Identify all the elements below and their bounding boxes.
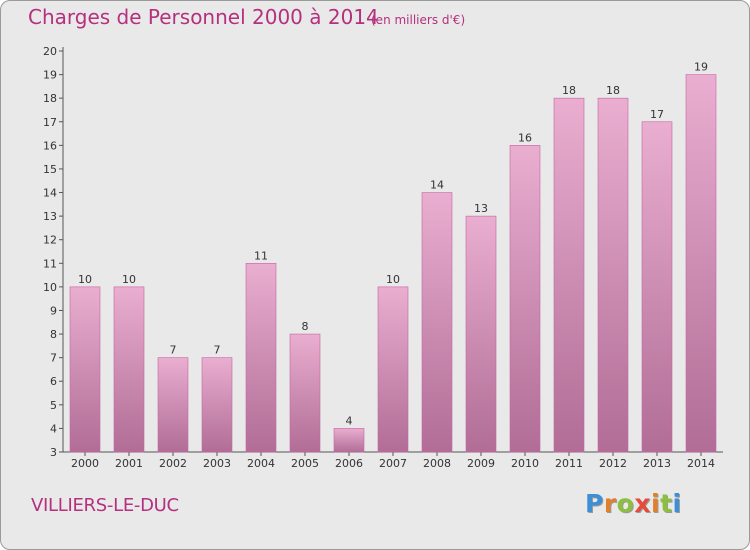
x-tick-label: 2014: [687, 457, 715, 470]
y-tick-label: 13: [43, 210, 57, 223]
x-tick-label: 2001: [115, 457, 143, 470]
chart-labels: 2000 10 2001 10 2002 7 2003 7 2004 11 2005 8 2006 4 20…: [71, 61, 715, 470]
x-tick-label: 2004: [247, 457, 275, 470]
y-tick-label: 11: [43, 257, 57, 270]
x-tick-label: 2008: [423, 457, 451, 470]
data-label: 7: [214, 344, 221, 357]
x-tick-label: 2003: [203, 457, 231, 470]
bar: [553, 97, 585, 453]
chart-subtitle: (en milliers d'€): [371, 13, 466, 27]
chart-title: Charges de Personnel 2000 à 2014: [28, 5, 379, 29]
bar: [289, 333, 321, 453]
bar: [201, 357, 233, 453]
y-tick-label: 10: [43, 281, 57, 294]
y-tick-label: 18: [43, 92, 57, 105]
data-label: 18: [562, 84, 576, 97]
y-tick-label: 9: [50, 304, 57, 317]
bar: [685, 74, 717, 453]
y-tick-label: 4: [50, 422, 57, 435]
bar: [597, 97, 629, 453]
bar: [157, 357, 189, 453]
data-label: 17: [650, 108, 664, 121]
bar: [509, 145, 541, 453]
y-tick-label: 5: [50, 399, 57, 412]
data-label: 4: [346, 414, 353, 427]
data-label: 16: [518, 131, 532, 144]
x-tick-label: 2012: [599, 457, 627, 470]
x-tick-label: 2007: [379, 457, 407, 470]
x-tick-label: 2005: [291, 457, 319, 470]
x-tick-label: 2000: [71, 457, 99, 470]
y-tick-label: 8: [50, 328, 57, 341]
bar: [465, 215, 497, 453]
data-label: 19: [694, 61, 708, 74]
bar: [333, 428, 365, 453]
y-tick-label: 15: [43, 163, 57, 176]
data-label: 7: [170, 344, 177, 357]
bar: [69, 286, 101, 453]
data-label: 18: [606, 84, 620, 97]
x-tick-label: 2006: [335, 457, 363, 470]
y-tick-label: 19: [43, 69, 57, 82]
data-label: 10: [386, 273, 400, 286]
data-label: 11: [254, 249, 268, 262]
x-tick-label: 2002: [159, 457, 187, 470]
data-label: 10: [122, 273, 136, 286]
x-tick-label: 2013: [643, 457, 671, 470]
data-label: 8: [302, 320, 309, 333]
bar: [377, 286, 409, 453]
chart-bars: [69, 74, 717, 453]
bar: [641, 121, 673, 453]
x-tick-label: 2009: [467, 457, 495, 470]
data-label: 10: [78, 273, 92, 286]
x-tick-label: 2011: [555, 457, 583, 470]
y-tick-label: 17: [43, 116, 57, 129]
y-tick-label: 6: [50, 375, 57, 388]
brand-logo: Proxiti: [585, 489, 682, 518]
place-name: VILLIERS-LE-DUC: [31, 495, 179, 516]
bar: [421, 192, 453, 453]
y-tick-label: 20: [43, 45, 57, 58]
y-tick-label: 14: [43, 187, 57, 200]
bar: [245, 262, 277, 453]
y-tick-label: 7: [50, 352, 57, 365]
data-label: 13: [474, 202, 488, 215]
y-tick-label: 3: [50, 446, 57, 459]
x-tick-label: 2010: [511, 457, 539, 470]
data-label: 14: [430, 179, 444, 192]
bar: [113, 286, 145, 453]
y-tick-label: 12: [43, 234, 57, 247]
y-tick-label: 16: [43, 139, 57, 152]
